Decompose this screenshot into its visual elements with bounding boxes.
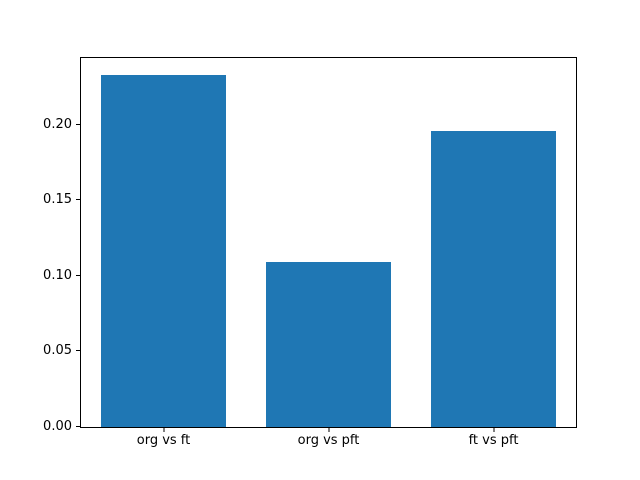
bar-org-vs-ft (100, 74, 227, 427)
y-tick-mark (76, 199, 80, 201)
y-tick-mark (76, 274, 80, 276)
y-tick-label: 0.15 (43, 192, 72, 208)
y-tick-label: 0.20 (43, 116, 72, 132)
x-tick-label: ft vs pft (468, 433, 519, 448)
y-tick-label: 0.05 (43, 343, 72, 359)
x-tick-label: org vs ft (136, 433, 191, 448)
x-tick-mark (493, 428, 494, 432)
y-tick-mark (76, 426, 80, 427)
y-tick-mark (76, 350, 80, 352)
x-tick-mark (328, 428, 329, 432)
y-tick-mark (76, 123, 80, 125)
x-tick-mark (163, 428, 164, 432)
y-tick-label: 0.00 (43, 419, 72, 434)
plot-area: org vs ft org vs pft ft vs pft 0.00 0.05 0.10… (43, 57, 577, 448)
y-tick-label: 0.10 (43, 267, 72, 283)
bar-org-vs-pft (265, 262, 392, 427)
x-tick-label: org vs pft (297, 433, 360, 448)
bar-ft-vs-pft (430, 130, 557, 427)
